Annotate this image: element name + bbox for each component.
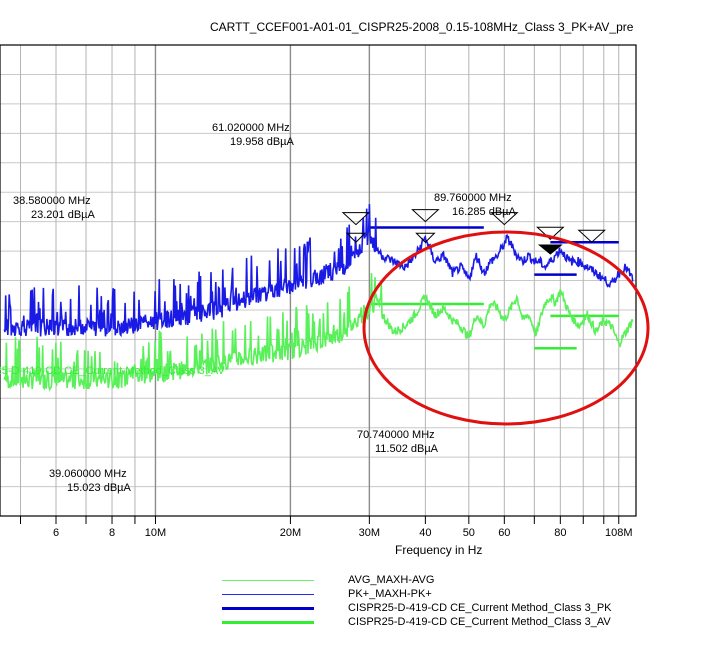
peak-marker	[415, 232, 436, 243]
legend-item: CISPR25-D-419-CD CE_Current Method_Class…	[222, 602, 682, 616]
x-tick-label: 6	[53, 527, 59, 539]
annotation-89mhz: 89.760000 MHz 16.285 dBµA	[434, 191, 516, 219]
x-tick-label: 60	[498, 527, 510, 539]
annotation-freq: 70.740000 MHz	[357, 429, 435, 441]
legend-label: CISPR25-D-419-CD CE_Current Method_Class…	[348, 602, 612, 614]
peak-markers	[341, 209, 607, 255]
x-tick-label: 20M	[280, 527, 301, 539]
peak-marker	[411, 209, 440, 223]
legend-item: PK+_MAXH-PK+	[222, 588, 682, 602]
x-axis-label: Frequency in Hz	[395, 543, 483, 557]
annotation-70mhz: 70.740000 MHz 11.502 dBµA	[357, 428, 438, 456]
annotation-freq: 61.020000 MHz	[212, 122, 290, 134]
series-avg-line	[3, 273, 634, 392]
legend-label: PK+_MAXH-PK+	[348, 588, 432, 600]
annotation-61mhz: 61.020000 MHz 19.958 dBµA	[212, 121, 294, 149]
annotation-freq: 39.060000 MHz	[49, 468, 127, 480]
chart-title: CARTT_CCEF001-A01-01_CISPR25-2008_0.15-1…	[210, 20, 634, 34]
x-tick-label: 8	[109, 527, 115, 539]
x-tick-label: 50	[463, 527, 475, 539]
x-tick-label: 108M	[605, 527, 633, 539]
annotation-38mhz: 38.580000 MHz 23.201 dBµA	[13, 194, 95, 222]
peak-marker	[345, 232, 367, 243]
legend: AVG_MAXH-AVG PK+_MAXH-PK+ CISPR25-D-419-…	[222, 574, 682, 630]
x-tick-label: 40	[419, 527, 431, 539]
peak-marker	[341, 212, 371, 226]
legend-swatch	[222, 621, 314, 624]
annotation-39mhz: 39.060000 MHz 15.023 dBµA	[49, 467, 131, 495]
chart-grid	[0, 44, 637, 517]
annotation-level: 15.023 dBµA	[67, 482, 131, 494]
annotation-level: 19.958 dBµA	[230, 136, 294, 148]
x-tick-label: 30M	[359, 527, 380, 539]
x-axis-ticks: 6 8 10M 20M 30M 40 50 60 80 108M	[20, 516, 633, 539]
x-tick-label: 10M	[145, 527, 166, 539]
highlight-ellipse	[362, 230, 650, 426]
peak-marker	[577, 229, 607, 243]
annotation-freq: 89.760000 MHz	[434, 192, 512, 204]
legend-swatch	[222, 594, 314, 595]
highlight-circle	[362, 230, 650, 426]
x-tick-label: 80	[554, 527, 566, 539]
annotation-freq: 38.580000 MHz	[13, 195, 91, 207]
series-pk-line	[3, 204, 634, 338]
legend-label: AVG_MAXH-AVG	[348, 574, 435, 586]
legend-item: AVG_MAXH-AVG	[222, 574, 682, 588]
annotation-level: 11.502 dBµA	[375, 443, 439, 455]
peak-marker	[490, 212, 519, 226]
legend-swatch	[222, 607, 314, 610]
legend-swatch	[222, 580, 314, 581]
annotation-level: 16.285 dBµA	[452, 206, 516, 218]
data-series	[3, 204, 634, 392]
legend-label: CISPR25-D-419-CD CE_Current Method_Class…	[348, 616, 611, 628]
limit-label-av: CISPR25-D-419-CD CE_Current Method_Class…	[0, 365, 225, 377]
plot-frame	[0, 44, 637, 517]
legend-item: CISPR25-D-419-CD CE_Current Method_Class…	[222, 616, 682, 630]
limit-lines	[369, 226, 619, 350]
peak-marker	[537, 244, 563, 255]
peak-marker	[536, 226, 565, 240]
annotation-level: 23.201 dBµA	[31, 209, 95, 221]
